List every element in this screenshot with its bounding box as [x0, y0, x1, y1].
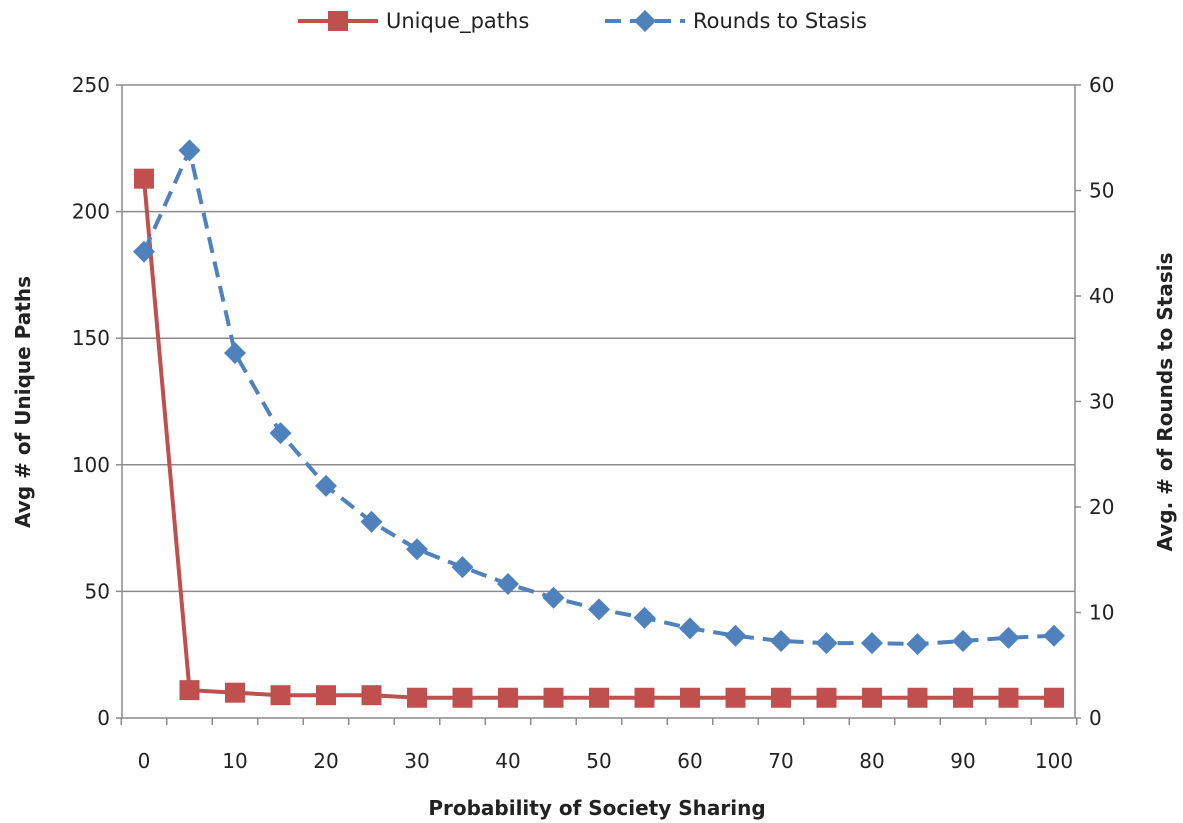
data-point — [316, 685, 336, 706]
y2-tick-label: 10 — [1089, 601, 1114, 625]
data-point — [406, 538, 428, 561]
x-tick-label: 20 — [313, 749, 338, 773]
data-point — [315, 474, 337, 497]
data-point — [133, 240, 155, 263]
y2-tick-label: 20 — [1089, 495, 1114, 519]
x-tick-label: 70 — [768, 749, 793, 773]
y-tick-label: 200 — [72, 200, 110, 224]
data-point — [816, 687, 837, 708]
x-tick-label: 10 — [222, 749, 247, 773]
gridlines — [122, 84, 1075, 593]
legend: Unique_paths Rounds to Stasis — [298, 9, 867, 34]
x-tick-label: 0 — [138, 749, 151, 773]
data-point — [589, 687, 609, 708]
data-point — [270, 685, 291, 706]
data-point — [1044, 687, 1064, 708]
y2-axis-title: Avg. # of Rounds to Stasis — [1153, 253, 1177, 552]
y-tick-label: 50 — [85, 579, 110, 603]
data-point — [997, 626, 1020, 649]
data-point — [407, 687, 427, 708]
axes — [116, 84, 1081, 725]
data-point — [861, 632, 883, 655]
data-point — [680, 687, 700, 708]
x-tick-label: 30 — [404, 749, 429, 773]
data-point — [328, 11, 348, 31]
data-point — [451, 556, 474, 579]
data-point — [543, 687, 564, 708]
data-point — [179, 680, 200, 701]
x-tick-label: 40 — [495, 749, 520, 773]
data-point — [906, 633, 929, 656]
data-point — [178, 139, 201, 162]
data-point — [998, 687, 1019, 708]
tick-labels: 0 50 100 150 200 250 0 10 20 30 40 50 60 0 10 20 30 40 50 6… — [72, 73, 1115, 773]
data-point — [952, 629, 974, 652]
x-axis-title: Probability of Society Sharing — [428, 796, 765, 820]
data-point — [361, 685, 382, 706]
data-point — [724, 624, 747, 647]
data-point — [497, 573, 519, 596]
data-point — [634, 687, 655, 708]
x-tick-label: 50 — [586, 749, 611, 773]
y-axis-title: Avg # of Unique Paths — [11, 276, 35, 528]
legend-label: Unique_paths — [386, 9, 529, 34]
data-point — [498, 687, 518, 708]
rounds-to-stasis-line — [142, 148, 1055, 647]
data-point — [134, 168, 154, 189]
y-tick-label: 150 — [72, 326, 110, 350]
y-tick-label: 250 — [72, 73, 110, 97]
x-tick-label: 60 — [677, 749, 702, 773]
data-point — [815, 632, 838, 655]
data-point — [633, 606, 656, 629]
data-point — [269, 422, 292, 445]
data-point — [360, 510, 383, 533]
y2-tick-label: 60 — [1089, 73, 1114, 97]
data-point — [1043, 624, 1065, 647]
data-point — [634, 10, 656, 32]
data-point — [452, 687, 473, 708]
x-tick-label: 90 — [950, 749, 975, 773]
data-point — [953, 687, 973, 708]
data-point — [771, 687, 791, 708]
y-tick-label: 100 — [72, 453, 110, 477]
y2-tick-label: 50 — [1089, 179, 1114, 203]
data-point — [725, 687, 746, 708]
data-point — [907, 687, 928, 708]
x-tick-label: 80 — [859, 749, 884, 773]
series — [133, 139, 1065, 708]
data-point — [542, 586, 565, 609]
data-point — [770, 629, 792, 652]
data-point — [588, 598, 610, 621]
data-point — [679, 617, 701, 640]
y-tick-label: 0 — [97, 706, 110, 730]
x-tick-label: 100 — [1035, 749, 1073, 773]
data-point — [862, 687, 882, 708]
y2-tick-label: 0 — [1089, 706, 1102, 730]
data-point — [224, 341, 246, 364]
legend-label: Rounds to Stasis — [693, 9, 867, 33]
data-point — [225, 682, 245, 703]
y2-tick-label: 40 — [1089, 284, 1114, 308]
y2-tick-label: 30 — [1089, 390, 1114, 414]
